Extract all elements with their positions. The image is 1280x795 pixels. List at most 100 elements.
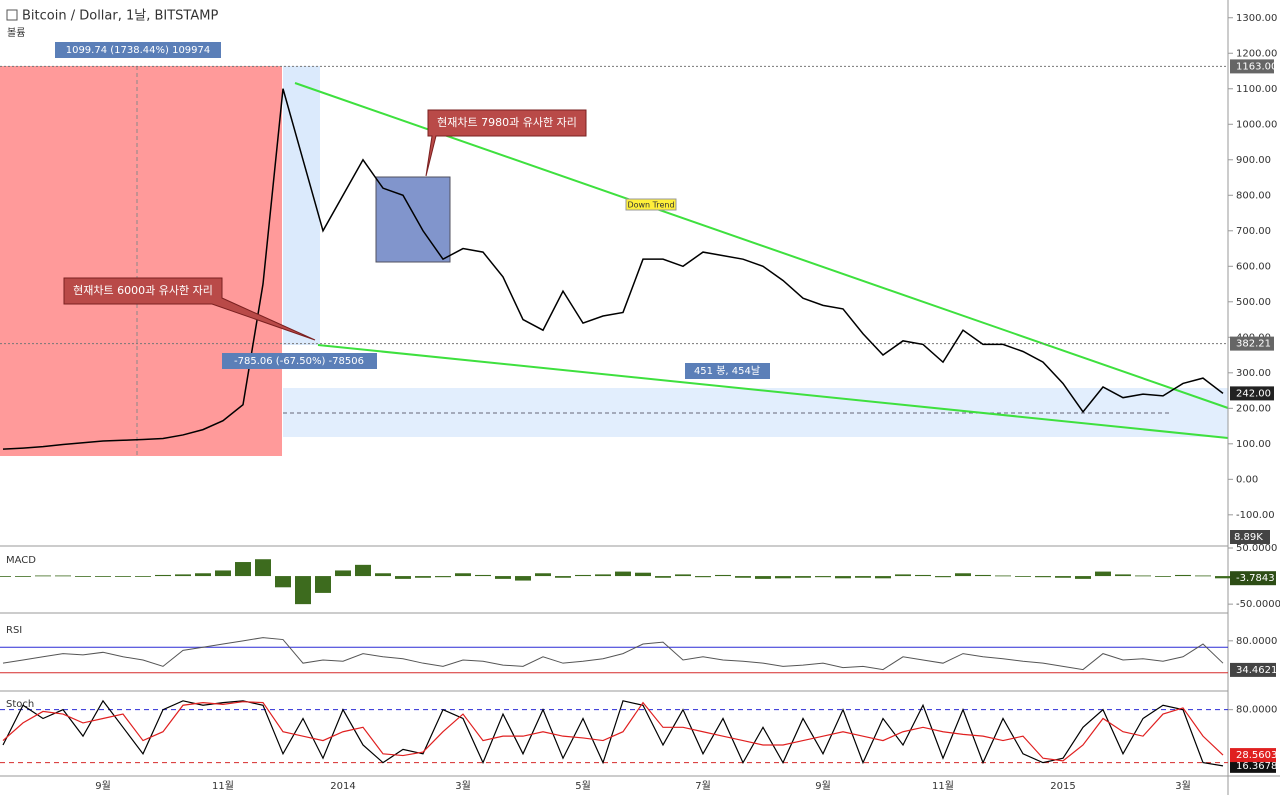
macd-bar (615, 571, 631, 577)
macd-bar (255, 559, 271, 577)
macd-bar (1055, 576, 1071, 578)
macd-bar (495, 576, 511, 579)
macd-bar (775, 576, 791, 579)
last-value-label: 28.5603 (1236, 750, 1277, 761)
macd-bar (1135, 575, 1151, 577)
highlight-region (0, 66, 282, 456)
macd-bar (395, 576, 411, 579)
value-box (1230, 386, 1274, 401)
price-line-series (2, 88, 1224, 450)
macd-bar (55, 575, 71, 577)
y-tick-label: 1100.00 (1236, 84, 1277, 95)
macd-bar (155, 574, 171, 577)
stoch-line (2, 699, 1224, 767)
label-box (685, 363, 770, 379)
value-box (1230, 336, 1274, 351)
y-tick-label: -100.00 (1236, 510, 1275, 521)
macd-bar (235, 562, 251, 577)
macd-bar (735, 576, 751, 578)
last-value-label: -3.7843 (1236, 573, 1275, 584)
rsi-line (2, 637, 1224, 671)
macd-bar (955, 573, 971, 577)
y-tick-label: 500.00 (1236, 297, 1271, 308)
macd-bar (675, 574, 691, 577)
macd-bar (1035, 576, 1051, 578)
macd-bar (975, 574, 991, 577)
y-tick-label: 900.00 (1236, 155, 1271, 166)
macd-bar (355, 564, 371, 577)
stoch-line (2, 701, 1224, 762)
y-tick-label: 80.0000 (1236, 705, 1277, 716)
macd-bar (75, 576, 91, 577)
macd-bar (1195, 575, 1211, 577)
subtitle: 볼륨 (7, 27, 25, 39)
macd-bar (1075, 576, 1091, 579)
macd-bar (475, 574, 491, 577)
macd-bar (555, 576, 571, 578)
macd-bar (535, 573, 551, 577)
x-tick-label: 3월 (1175, 780, 1191, 792)
pattern-box (375, 176, 451, 263)
macd-bar (195, 573, 211, 577)
last-value-label: 16.3678 (1236, 761, 1277, 772)
macd-bar (1015, 576, 1031, 577)
trend-line (294, 82, 1229, 409)
x-tick-label: 7월 (695, 780, 711, 792)
y-tick-label: 600.00 (1236, 261, 1271, 272)
macd-bar (755, 576, 771, 579)
macd-bar (375, 573, 391, 577)
x-tick-label: 3월 (455, 780, 471, 792)
macd-bar (115, 576, 131, 577)
x-tick-label: 2015 (1050, 781, 1075, 792)
macd-bar (275, 576, 291, 588)
macd-bar (915, 574, 931, 577)
callout (63, 277, 316, 341)
macd-bar (175, 574, 191, 577)
macd-bar (835, 576, 851, 579)
macd-bar (415, 576, 431, 578)
macd-bar (635, 572, 651, 577)
macd-bar (95, 576, 111, 577)
macd-bar (1115, 574, 1131, 577)
label-box (625, 198, 677, 211)
callout-text: 현재차트 6000과 유사한 자리 (73, 284, 213, 297)
y-tick-label: 1200.00 (1236, 48, 1277, 59)
measure-label: -785.06 (-67.50%) -78506 (234, 356, 364, 367)
label-box (222, 353, 377, 369)
x-tick-label: 9월 (815, 780, 831, 792)
macd-bar (855, 576, 871, 578)
macd-bar (215, 570, 231, 577)
y-tick-label: 1000.00 (1236, 119, 1277, 130)
x-tick-label: 11월 (932, 780, 954, 792)
last-value-label: 34.4621 (1236, 665, 1277, 676)
y-tick-label: 50.0000 (1236, 543, 1277, 554)
value-box (1230, 571, 1276, 586)
plot (0, 65, 1228, 450)
collapse-icon[interactable] (6, 9, 18, 21)
panel-title: Stoch (6, 699, 34, 710)
macd-bar (995, 575, 1011, 577)
macd-bar (295, 576, 311, 605)
macd-bar (715, 574, 731, 577)
macd-bar (895, 574, 911, 577)
macd-bar (815, 576, 831, 578)
macd-bar (875, 576, 891, 579)
y-tick-label: -50.0000 (1236, 599, 1280, 610)
value-box (1230, 748, 1276, 763)
x-tick-label: 11월 (212, 780, 234, 792)
x-tick-label: 5월 (575, 780, 591, 792)
macd-bar (515, 576, 531, 581)
macd-bar (435, 576, 451, 578)
callout-text: 현재차트 7980과 유사한 자리 (437, 116, 577, 129)
panel-title: MACD (6, 555, 36, 566)
price-label: 382.21 (1236, 339, 1271, 350)
macd-bar (15, 576, 31, 577)
range-label: 451 봉, 454날 (694, 365, 760, 377)
y-tick-label: 0.00 (1236, 474, 1258, 485)
panel-title: RSI (6, 625, 22, 636)
macd-bar (335, 570, 351, 577)
macd-bar (455, 573, 471, 577)
y-tick-label: 1300.00 (1236, 13, 1277, 24)
macd-bar (795, 576, 811, 578)
